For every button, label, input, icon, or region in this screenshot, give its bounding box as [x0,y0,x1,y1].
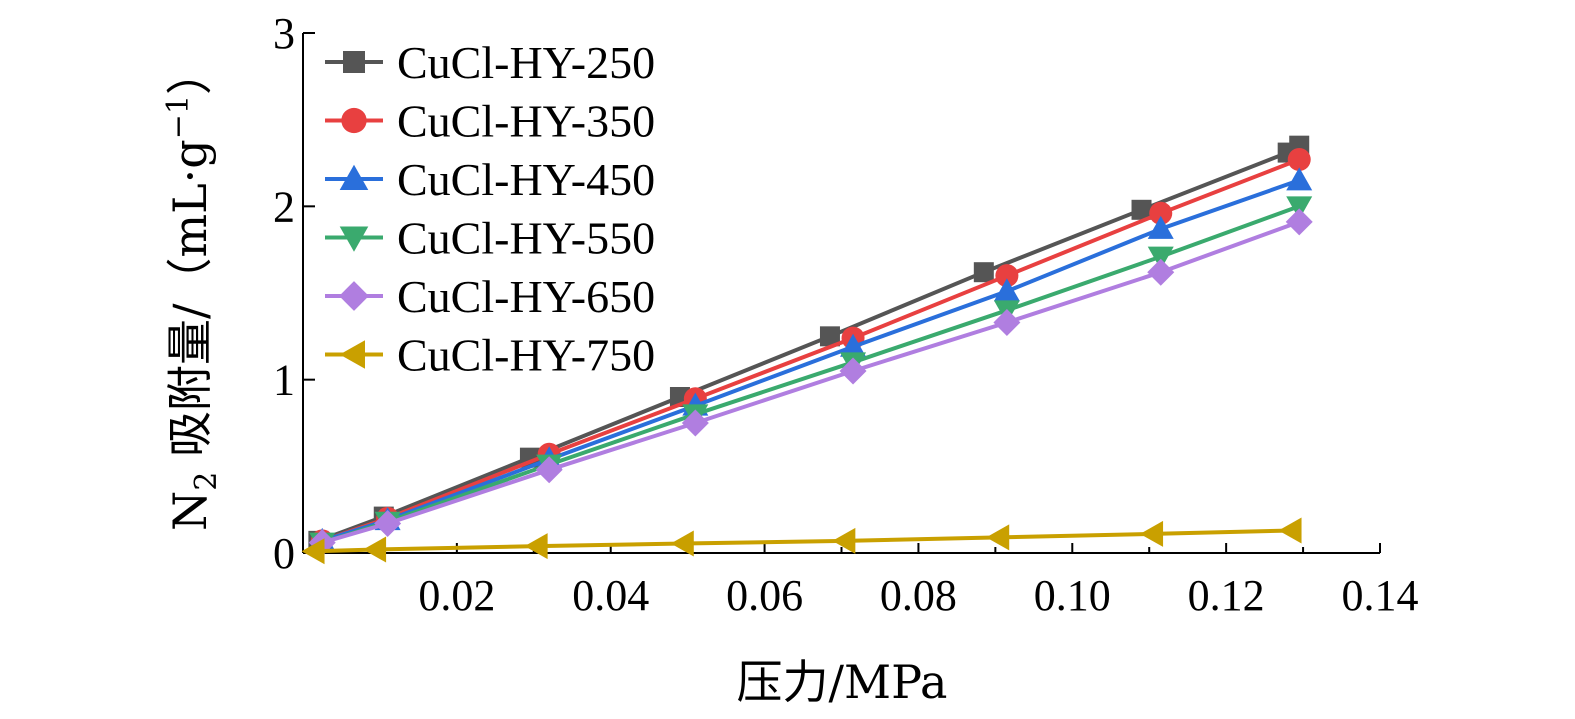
legend-label: CuCl-HY-250 [397,37,655,88]
data-point [993,278,1020,302]
legend-label: CuCl-HY-350 [397,96,655,147]
data-point [524,533,548,560]
y-axis-title-main: N [163,491,217,531]
data-point [1285,208,1313,236]
data-point [363,536,387,563]
data-point [819,326,840,347]
data-point [1131,199,1152,220]
y-axis-title: N2 吸附量/（mL·g−1） [161,49,224,531]
legend-item: CuCl-HY-550 [325,213,655,264]
legend-item: CuCl-HY-450 [325,154,655,205]
y-tick-label: 3 [273,9,295,58]
data-point [1149,201,1173,225]
legend: CuCl-HY-250 CuCl-HY-350 CuCl-HY-450 CuCl-HY… [325,37,655,381]
series-line [321,157,1300,543]
legend-item: CuCl-HY-350 [325,96,655,147]
data-point [1147,215,1174,239]
series-line [321,220,1300,545]
data-point [374,510,402,538]
data-point [1286,167,1313,191]
data-point [681,409,709,437]
data-point [339,281,369,311]
data-point [1147,246,1174,270]
data-point [339,340,365,369]
series [308,208,1313,557]
series [301,517,1302,565]
x-tick-label: 0.10 [1034,571,1111,620]
data-point [995,264,1019,288]
data-point [535,456,563,484]
axes: 0 1 2 3 0.02 0.04 0.06 0.08 0.10 0.12 0.14 [273,9,1419,620]
data-point [670,530,694,557]
data-point [993,308,1021,336]
data-point [1287,148,1311,172]
data-point [973,262,994,283]
x-tick-label: 0.12 [1188,571,1265,620]
data-point [341,107,367,134]
legend-label: CuCl-HY-450 [397,154,655,205]
x-tick-label: 0.06 [726,571,803,620]
series-group [301,135,1313,565]
x-tick-label: 0.08 [880,571,957,620]
series-line [321,204,1300,545]
y-tick-label: 1 [273,356,295,405]
y-tick-label: 2 [273,182,295,231]
data-point [840,333,867,357]
data-point [839,357,867,385]
data-point [986,524,1010,551]
y-axis-title-rest: 吸附量/（mL·g [163,139,217,471]
legend-item: CuCl-HY-250 [325,37,655,88]
data-point [1278,517,1302,544]
series-line [321,178,1300,543]
legend-label: CuCl-HY-750 [397,330,655,381]
x-tick-label: 0.02 [418,571,495,620]
x-axis-title: 压力/MPa [737,655,948,709]
data-point [301,538,325,565]
data-point [339,164,369,190]
y-tick-label: 0 [273,529,295,578]
data-point [343,51,365,73]
y-axis-title-close: ） [163,49,217,95]
y-axis-title-superscript: −1 [161,95,196,139]
data-point [339,226,369,252]
legend-item: CuCl-HY-650 [325,271,655,322]
data-point [1286,196,1313,220]
data-point [832,527,856,554]
legend-item: CuCl-HY-750 [325,330,655,381]
data-point [1147,258,1175,286]
legend-label: CuCl-HY-550 [397,213,655,264]
y-axis-title-subscript: 2 [189,472,224,491]
series-line [314,528,1292,554]
x-tick-label: 0.14 [1342,571,1419,620]
legend-label: CuCl-HY-650 [397,271,655,322]
x-tick-label: 0.04 [572,571,649,620]
data-point [1140,520,1164,547]
